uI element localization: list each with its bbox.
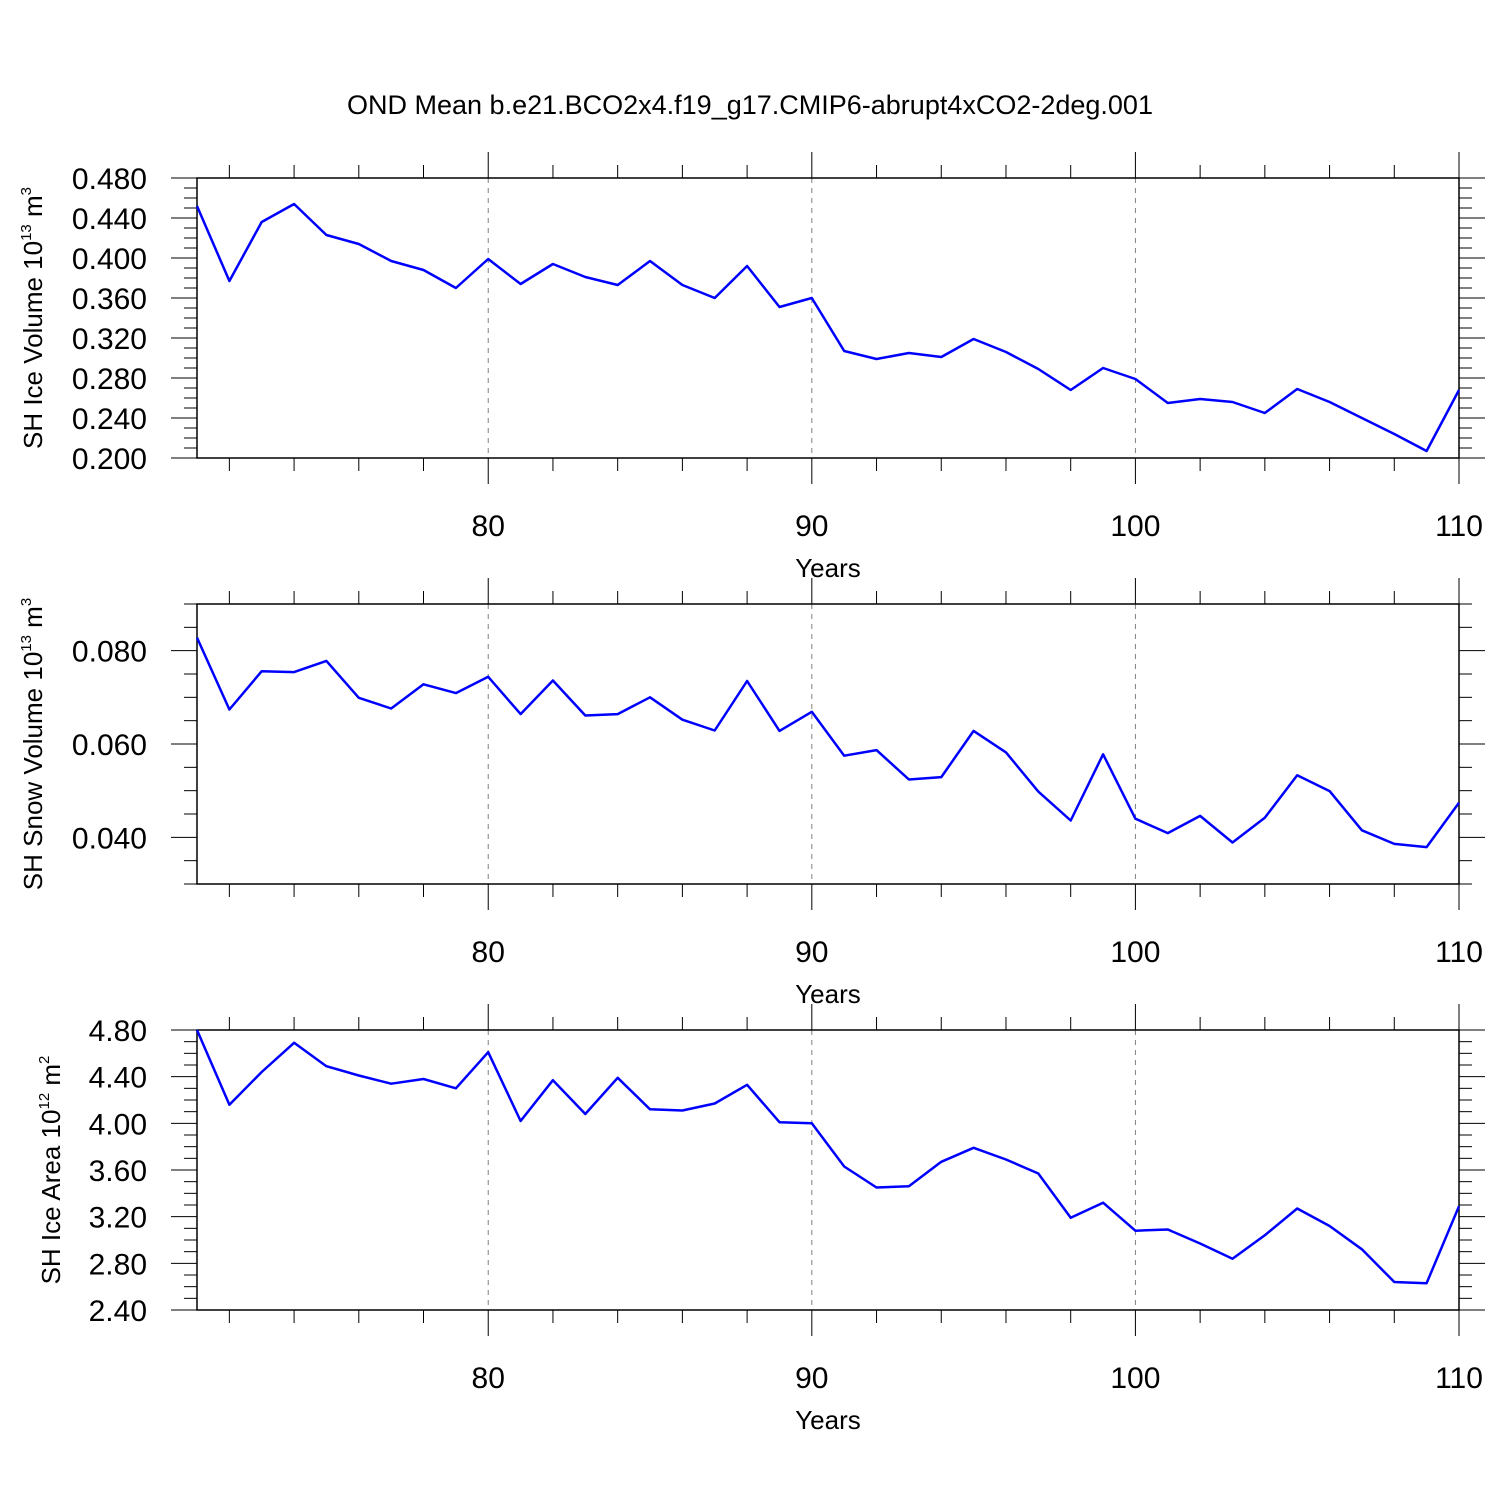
panel-ice-area-ytick-label-5: 4.40 [89,1062,147,1095]
panel-ice-volume-ytick-label-6: 0.440 [72,203,147,236]
panel-ice-area-xtick-label-3: 110 [1435,1362,1483,1395]
panel-ice-volume-ytick-label-7: 0.480 [72,163,147,196]
panel-snow-volume-series-line-0 [195,637,1461,849]
panel-snow-volume-xtick-label-0: 80 [472,936,505,969]
panel-ice-volume: Years SH Ice Volume 1013 m3 80 90 100 110 0.… [18,152,1485,583]
panel-ice-volume-ytick-label-3: 0.320 [72,323,147,356]
panel-ice-volume-ytick-label-4: 0.360 [72,283,147,316]
panel-ice-area-series-line-0 [195,1029,1461,1285]
panel-snow-volume-xtick-label-2: 100 [1110,936,1160,969]
panel-ice-volume-ytick-label-2: 0.280 [72,363,147,396]
panel-ice-volume-xlabel: Years [795,553,861,583]
panel-snow-volume-xlabel: Years [795,979,861,1009]
panel-ice-area-xlabel: Years [795,1405,861,1435]
panel-ice-area-ytick-label-2: 3.20 [89,1202,147,1235]
panel-ice-area-xtick-label-2: 100 [1110,1362,1160,1395]
panel-snow-volume-xtick-label-1: 90 [795,936,828,969]
panel-snow-volume-xtick-label-3: 110 [1435,936,1483,969]
panel-ice-area-xtick-label-0: 80 [472,1362,505,1395]
panel-ice-area-xtick-label-1: 90 [795,1362,828,1395]
panel-snow-volume: Years SH Snow Volume 1013 m3 80 90 100 110 0… [18,578,1485,1009]
panel-ice-volume-xtick-label-0: 80 [472,510,505,543]
panel-snow-volume-ytick-label-2: 0.080 [72,636,147,669]
panel-snow-volume-ylabel: SH Snow Volume 1013 m3 [18,598,48,890]
panel-snow-volume-ytick-label-0: 0.040 [72,822,147,855]
panel-ice-volume-xtick-label-3: 110 [1435,510,1483,543]
panel-ice-area-ytick-label-4: 4.00 [89,1108,147,1141]
panel-snow-volume-frame [196,603,1460,885]
panel-ice-volume-ytick-label-1: 0.240 [72,403,147,436]
panel-ice-volume-ylabel: SH Ice Volume 1013 m3 [18,187,48,449]
panel-ice-area-ylabel: SH Ice Area 1012 m2 [36,1056,66,1285]
panel-ice-volume-xtick-label-2: 100 [1110,510,1160,543]
panel-ice-area: Years SH Ice Area 1012 m2 80 90 100 110 2.40… [36,1004,1485,1435]
panel-ice-area-ytick-label-6: 4.80 [89,1015,147,1048]
panel-ice-volume-ytick-label-5: 0.400 [72,243,147,276]
figure-title: OND Mean b.e21.BCO2x4.f19_g17.CMIP6-abru… [347,90,1153,120]
panel-ice-area-frame [196,1029,1460,1311]
panel-ice-area-ytick-label-3: 3.60 [89,1155,147,1188]
panel-ice-area-ytick-label-0: 2.40 [89,1295,147,1328]
panel-snow-volume-ytick-label-1: 0.060 [72,729,147,762]
panel-ice-area-ytick-label-1: 2.80 [89,1248,147,1281]
panel-ice-volume-series-line-0 [195,202,1461,453]
panel-ice-volume-xtick-label-1: 90 [795,510,828,543]
panel-ice-volume-ytick-label-0: 0.200 [72,443,147,476]
panel-ice-volume-frame [196,177,1460,459]
